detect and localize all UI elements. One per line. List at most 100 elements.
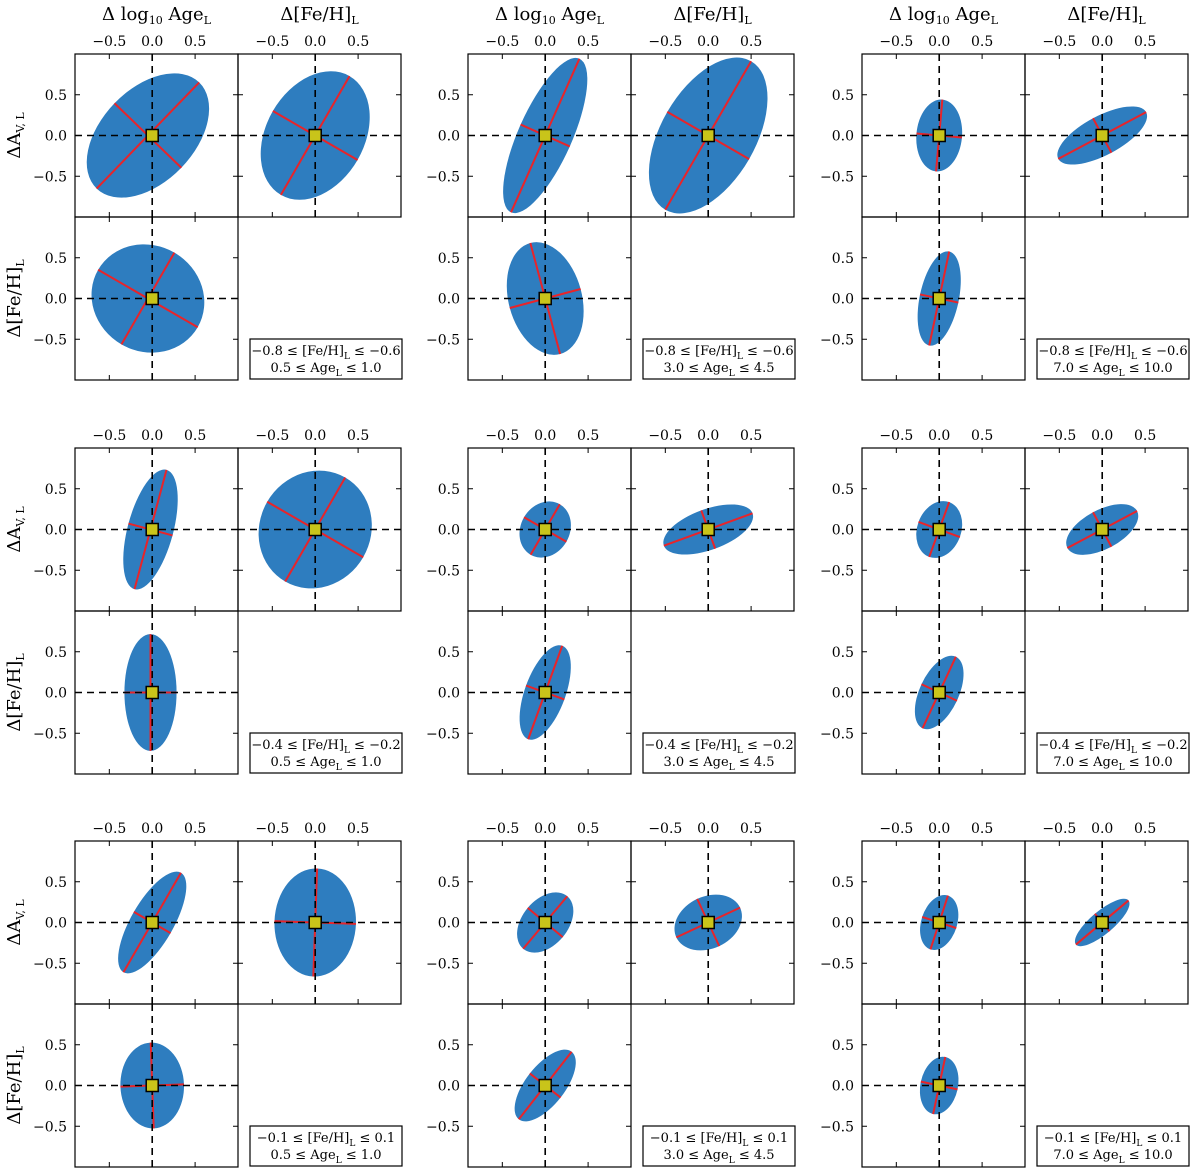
xtick-label: 0.0	[1091, 34, 1113, 50]
ytick-label: 0.5	[832, 88, 854, 104]
row-label-av: ΔAV, L	[4, 506, 27, 553]
ytick-label: −0.5	[426, 956, 460, 972]
panel-6-age-feh-center-marker	[932, 685, 946, 700]
range-box	[249, 732, 403, 774]
panel-7-age-av-plot-area	[75, 841, 238, 1004]
feh-range-label: −0.8 ≤ [Fe/H]L ≤ −0.6	[1038, 344, 1187, 362]
ytick-label: −0.5	[426, 332, 460, 348]
xtick-label: 0.0	[928, 428, 950, 444]
ytick-label: 0.0	[832, 686, 854, 702]
ytick-label: 0.5	[45, 88, 67, 104]
ytick-label: 0.5	[45, 482, 67, 498]
panel-7-age-av-center-marker	[145, 915, 159, 930]
xtick-label: −0.5	[255, 821, 289, 837]
panel-group-7: −0.5 0.0 0.5 −0.5 0.0 0.5 ΔAV, L Δ[Fe/H]L −0.5 0.…	[4, 821, 403, 1168]
xtick-label: −0.5	[92, 428, 126, 444]
panel-group-1: Δ log10 AgeL Δ[Fe/H]L −0.5 0.0 0.5 −0.5 0.0 0.5…	[4, 4, 403, 381]
ytick-label: −0.5	[33, 726, 67, 742]
panel-9-feh-av-plot-area	[1025, 841, 1188, 1004]
xtick-label: 0.0	[697, 428, 719, 444]
panel-9-age-feh-center-marker	[932, 1078, 946, 1093]
panel-5-feh-av-plot-area	[631, 448, 794, 611]
xtick-label: 0.0	[1091, 428, 1113, 444]
xtick-label: −0.5	[255, 34, 289, 50]
ytick-label: 0.0	[438, 129, 460, 145]
ytick-label: 0.0	[438, 686, 460, 702]
panel-group-6: −0.5 0.0 0.5 −0.5 0.0 0.5 −0.5 0.0 0.5 −0.5 0.0 0.5…	[820, 428, 1190, 775]
panel-group-8: −0.5 0.0 0.5 −0.5 0.0 0.5 −0.5 0.0 0.5 −0.5 0.0 0.5…	[426, 821, 796, 1168]
panel-4-age-av-plot-area	[75, 448, 238, 611]
panel-6-age-av-plot-area	[862, 448, 1025, 611]
ytick-label: 0.5	[45, 645, 67, 661]
ytick-label: −0.5	[33, 332, 67, 348]
ytick-label: −0.5	[820, 332, 854, 348]
panel-2-age-av-plot-area	[468, 54, 631, 217]
ytick-label: 0.5	[832, 1038, 854, 1054]
ytick-label: 0.0	[832, 292, 854, 308]
row-label-feh: Δ[Fe/H]L	[4, 1046, 27, 1125]
xtick-label: 0.5	[347, 821, 369, 837]
panel-6-feh-av-plot-area	[1025, 448, 1188, 611]
ytick-label: 0.0	[45, 129, 67, 145]
panel-1-age-av-plot-area	[75, 54, 238, 217]
xtick-label: 0.5	[740, 34, 762, 50]
panel-9-age-av-plot-area	[862, 841, 1025, 1004]
ytick-label: 0.5	[45, 1038, 67, 1054]
xtick-label: −0.5	[1042, 428, 1076, 444]
panel-1-age-feh-plot-area	[75, 217, 238, 380]
panel-8-feh-av-center-marker	[701, 915, 715, 930]
ytick-label: −0.5	[426, 563, 460, 579]
ytick-label: 0.5	[45, 251, 67, 267]
xtick-label: −0.5	[92, 821, 126, 837]
row-label-av: ΔAV, L	[4, 899, 27, 946]
panel-4-age-feh-center-marker	[145, 685, 159, 700]
panel-5-age-av-plot-area	[468, 448, 631, 611]
feh-range-label: −0.4 ≤ [Fe/H]L ≤ −0.2	[251, 738, 400, 756]
feh-range-label: −0.4 ≤ [Fe/H]L ≤ −0.2	[1038, 738, 1187, 756]
panel-group-9: −0.5 0.0 0.5 −0.5 0.0 0.5 −0.5 0.0 0.5 −0.5 0.0 0.5…	[820, 821, 1190, 1168]
panel-2-age-feh-plot-area	[468, 217, 631, 380]
panel-9-age-feh-plot-area	[862, 1004, 1025, 1167]
range-box	[249, 1125, 403, 1167]
panel-8-age-av-plot-area	[468, 841, 631, 1004]
ytick-label: 0.5	[438, 88, 460, 104]
range-box	[642, 732, 796, 774]
xtick-label: −0.5	[1042, 821, 1076, 837]
panel-4-feh-av-center-marker	[308, 522, 322, 537]
xtick-label: 0.5	[971, 428, 993, 444]
panel-9-age-av-center-marker	[932, 915, 946, 930]
ytick-label: −0.5	[33, 956, 67, 972]
xtick-label: 0.5	[1134, 34, 1156, 50]
range-box	[1036, 1125, 1190, 1167]
xtick-label: 0.0	[141, 821, 163, 837]
xtick-label: 0.5	[184, 821, 206, 837]
xtick-label: 0.5	[971, 821, 993, 837]
panel-group-5: −0.5 0.0 0.5 −0.5 0.0 0.5 −0.5 0.0 0.5 −0.5 0.0 0.5…	[426, 428, 796, 775]
panel-4-age-av-center-marker	[145, 522, 159, 537]
ytick-label: 0.0	[438, 523, 460, 539]
ytick-label: −0.5	[33, 563, 67, 579]
age-range-label: 0.5 ≤ AgeL ≤ 1.0	[270, 361, 381, 379]
panel-2-age-av-center-marker	[538, 128, 552, 143]
ytick-label: 0.5	[832, 645, 854, 661]
age-range-label: 0.5 ≤ AgeL ≤ 1.0	[270, 1148, 381, 1166]
ytick-label: 0.5	[438, 875, 460, 891]
xtick-label: 0.0	[697, 34, 719, 50]
panel-5-age-av-center-marker	[538, 522, 552, 537]
panel-2-age-feh-center-marker	[538, 291, 552, 306]
xtick-label: 0.5	[1134, 428, 1156, 444]
ytick-label: 0.5	[832, 875, 854, 891]
xtick-label: 0.0	[1091, 821, 1113, 837]
xtick-label: −0.5	[255, 428, 289, 444]
ytick-label: −0.5	[33, 169, 67, 185]
panel-1-feh-av-plot-area	[238, 54, 401, 217]
xtick-label: −0.5	[1042, 34, 1076, 50]
feh-range-label: −0.8 ≤ [Fe/H]L ≤ −0.6	[251, 344, 400, 362]
row-label-feh: Δ[Fe/H]L	[4, 653, 27, 732]
panel-6-age-av-center-marker	[932, 522, 946, 537]
ytick-label: 0.0	[45, 523, 67, 539]
xtick-label: 0.0	[304, 428, 326, 444]
panel-8-feh-av-plot-area	[631, 841, 794, 1004]
ytick-label: 0.0	[832, 523, 854, 539]
